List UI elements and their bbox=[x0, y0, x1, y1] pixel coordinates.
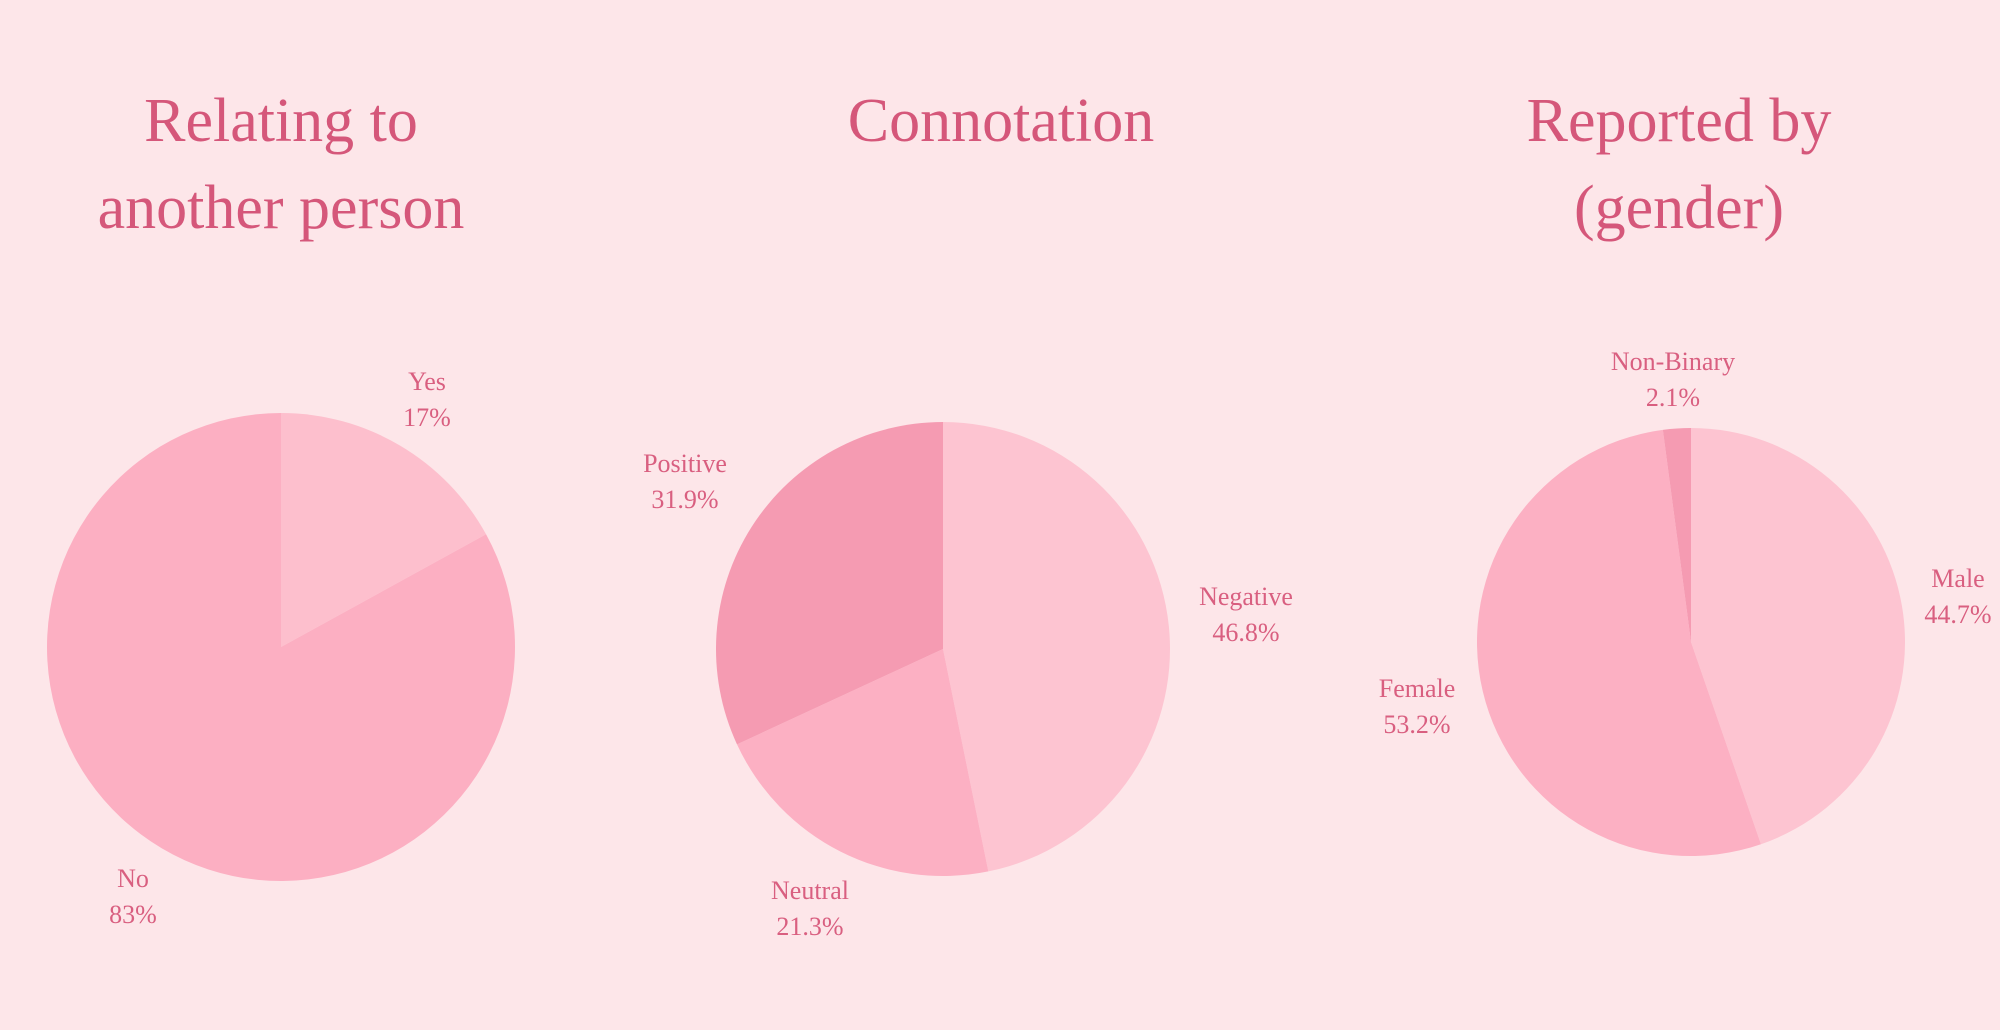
chart-title: Reported by (gender) bbox=[1526, 87, 1832, 242]
pie-slice bbox=[1691, 428, 1906, 845]
slice-label: Female 53.2% bbox=[1379, 671, 1456, 743]
chart-title: Connotation bbox=[847, 87, 1155, 155]
slice-value: 46.8% bbox=[1212, 618, 1280, 647]
slice-category: Positive bbox=[643, 449, 727, 478]
pie-slice bbox=[47, 413, 515, 881]
slice-value: 17% bbox=[403, 403, 451, 432]
slice-value: 31.9% bbox=[651, 485, 719, 514]
slice-category: Female bbox=[1378, 674, 1456, 703]
slice-label: Yes 17% bbox=[403, 364, 451, 436]
slice-value: 53.2% bbox=[1383, 710, 1451, 739]
pie-slice bbox=[1662, 428, 1691, 642]
slice-category: No bbox=[117, 864, 149, 893]
slice-value: 44.7% bbox=[1924, 600, 1992, 629]
slice-category: Negative bbox=[1199, 582, 1293, 611]
slice-category: Non-Binary bbox=[1610, 347, 1736, 376]
slice-label: Male 44.7% bbox=[1924, 561, 1991, 633]
pie-slice bbox=[716, 422, 943, 745]
slice-label: No 83% bbox=[109, 861, 157, 933]
chart-title: Relating to another person bbox=[97, 87, 465, 242]
pie-slice bbox=[737, 649, 989, 876]
slice-label: Non-Binary 2.1% bbox=[1611, 344, 1735, 416]
slice-category: Male bbox=[1931, 564, 1985, 593]
slice-label: Neutral 21.3% bbox=[771, 873, 849, 945]
slice-value: 2.1% bbox=[1645, 383, 1701, 412]
slice-label: Positive 31.9% bbox=[643, 446, 727, 518]
slice-value: 21.3% bbox=[776, 912, 844, 941]
slice-category: Neutral bbox=[771, 876, 849, 905]
pie-slice bbox=[943, 422, 1170, 872]
slice-category: Yes bbox=[408, 367, 446, 396]
slice-label: Negative 46.8% bbox=[1199, 579, 1293, 651]
slice-value: 83% bbox=[109, 900, 157, 929]
pie-slice bbox=[281, 413, 487, 647]
pie-slice bbox=[1477, 429, 1761, 857]
